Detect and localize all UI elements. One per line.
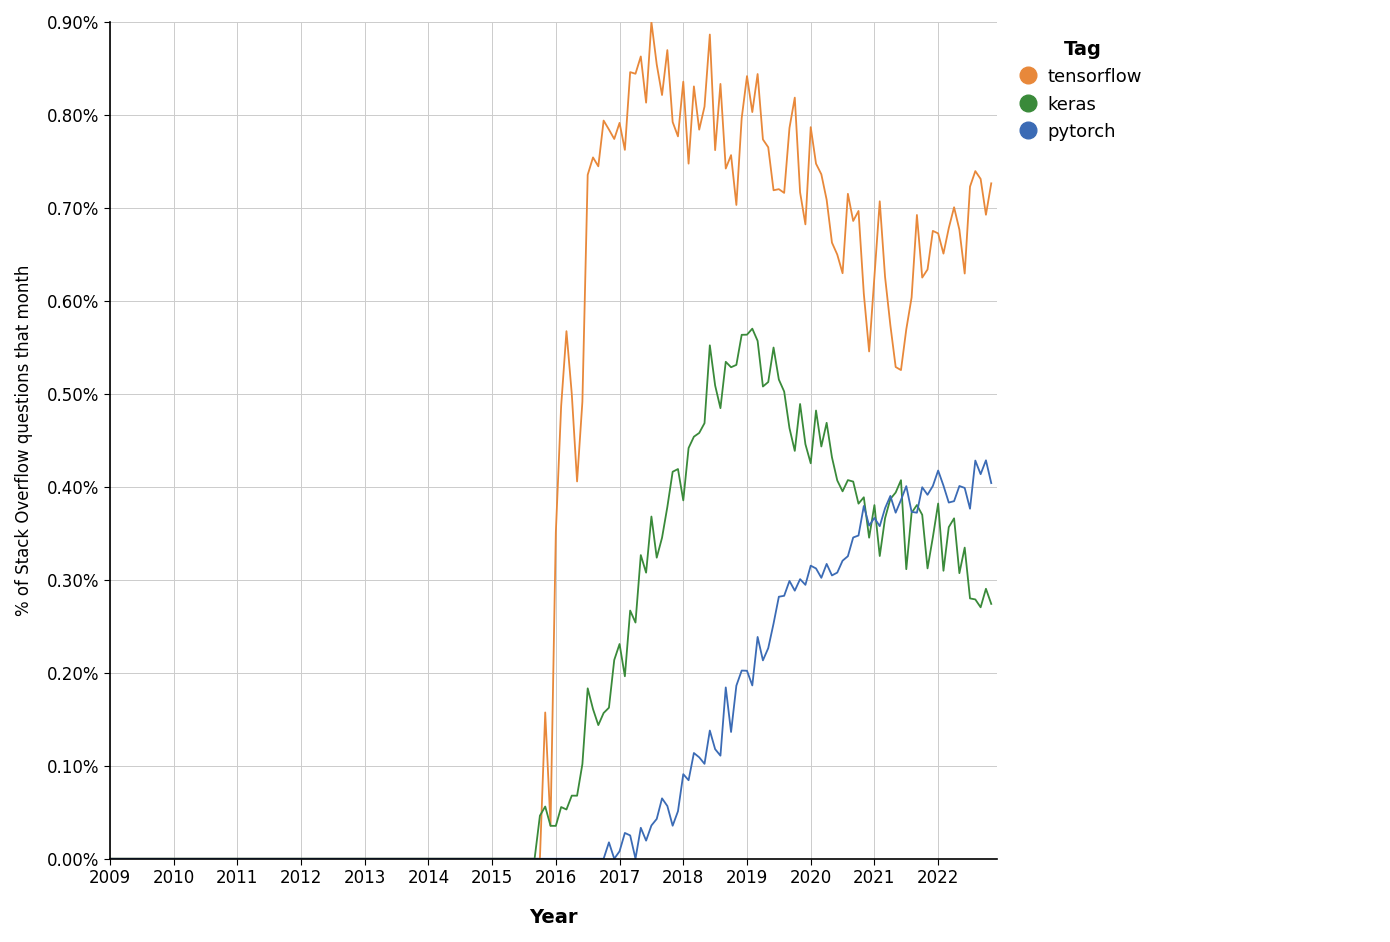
tensorflow (553, 400, 570, 412)
pytorch (983, 478, 999, 489)
keras (101, 853, 118, 865)
X-axis label: Year: Year (530, 908, 577, 927)
Line: keras: keras (110, 329, 991, 859)
tensorflow (101, 853, 118, 865)
pytorch (218, 853, 235, 865)
pytorch (977, 455, 994, 466)
keras (218, 853, 235, 865)
tensorflow (218, 853, 235, 865)
keras (553, 802, 570, 813)
pytorch (542, 853, 559, 865)
pytorch (101, 853, 118, 865)
Line: pytorch: pytorch (110, 461, 991, 859)
keras (744, 323, 760, 334)
tensorflow (542, 820, 559, 832)
keras (983, 598, 999, 609)
pytorch (414, 853, 431, 865)
keras (224, 853, 240, 865)
pytorch (553, 853, 570, 865)
tensorflow (414, 853, 431, 865)
Legend: tensorflow, keras, pytorch: tensorflow, keras, pytorch (1015, 31, 1151, 150)
tensorflow (644, 16, 660, 27)
keras (680, 443, 696, 454)
tensorflow (983, 178, 999, 189)
tensorflow (685, 81, 702, 92)
pytorch (224, 853, 240, 865)
tensorflow (224, 853, 240, 865)
Line: tensorflow: tensorflow (110, 22, 991, 859)
Y-axis label: % of Stack Overflow questions that month: % of Stack Overflow questions that month (15, 265, 33, 616)
pytorch (680, 774, 696, 786)
keras (414, 853, 431, 865)
keras (542, 820, 559, 832)
